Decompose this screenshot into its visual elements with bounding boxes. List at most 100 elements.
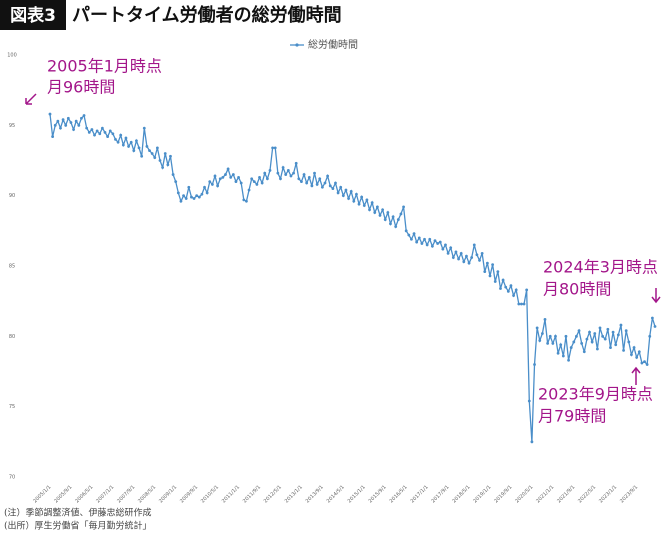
point <box>132 149 136 153</box>
point <box>362 204 366 207</box>
point <box>375 205 379 209</box>
point <box>216 184 220 188</box>
point <box>284 173 288 176</box>
point <box>499 287 502 290</box>
x-tick-label: 2022/5/1 <box>577 484 597 504</box>
point <box>166 163 170 167</box>
point <box>457 257 460 261</box>
point <box>559 343 563 347</box>
point <box>378 213 382 217</box>
point <box>326 174 330 178</box>
point <box>580 341 584 345</box>
point <box>509 284 513 288</box>
point <box>213 174 217 178</box>
point <box>561 354 565 358</box>
x-tick-label: 2021/9/1 <box>556 484 576 504</box>
point <box>124 136 128 140</box>
x-tick-label: 2019/1/1 <box>472 484 492 504</box>
x-tick-label: 2015/1/1 <box>347 484 367 504</box>
point <box>127 145 130 148</box>
point <box>630 353 633 357</box>
point <box>121 143 125 147</box>
x-tick-label: 2011/1/1 <box>221 484 241 504</box>
point <box>611 330 615 334</box>
point <box>465 254 468 258</box>
point <box>234 180 238 184</box>
point <box>145 145 149 148</box>
point <box>454 250 458 254</box>
point <box>48 112 52 116</box>
point <box>263 171 267 175</box>
point <box>174 180 178 184</box>
point <box>648 334 652 338</box>
x-tick-label: 2019/9/1 <box>493 484 513 504</box>
x-tick-label: 2013/9/1 <box>305 484 325 504</box>
point <box>148 149 151 153</box>
point <box>255 183 259 186</box>
annotation: 2005年1月時点 <box>47 57 162 76</box>
point <box>365 198 369 202</box>
point <box>412 232 416 236</box>
point <box>480 251 484 255</box>
point <box>103 130 107 134</box>
x-tick-label: 2018/5/1 <box>451 484 471 504</box>
point <box>352 199 356 203</box>
point <box>540 332 544 335</box>
point <box>420 242 424 245</box>
point <box>82 114 86 117</box>
point <box>276 171 280 175</box>
point <box>624 329 628 333</box>
point <box>279 177 282 181</box>
point <box>399 212 403 216</box>
point <box>226 167 230 171</box>
point <box>485 261 489 265</box>
x-tick-label: 2023/9/1 <box>619 484 639 504</box>
point <box>258 175 261 179</box>
point <box>525 288 529 292</box>
point <box>360 195 364 199</box>
y-tick-label: 80 <box>9 334 15 340</box>
point <box>546 341 550 345</box>
point <box>349 190 353 193</box>
point <box>483 270 487 274</box>
point <box>606 327 610 331</box>
point <box>548 334 552 338</box>
point <box>381 208 385 212</box>
point <box>153 156 157 160</box>
point <box>210 183 214 186</box>
point <box>318 177 322 181</box>
point <box>501 278 505 282</box>
point <box>590 340 594 344</box>
point <box>176 191 180 195</box>
point <box>575 334 578 338</box>
point <box>609 346 612 349</box>
point <box>95 129 99 133</box>
point <box>475 253 479 257</box>
point <box>307 175 311 179</box>
point <box>355 192 358 196</box>
point <box>344 188 348 192</box>
point <box>569 346 573 349</box>
point <box>577 329 581 333</box>
point <box>430 244 434 248</box>
point <box>433 239 437 243</box>
point <box>522 302 526 306</box>
point <box>80 116 83 120</box>
note: (注）季節調整済値、伊藤忠総研作成 <box>4 507 152 519</box>
point <box>129 140 133 144</box>
point <box>192 197 196 200</box>
point <box>320 185 324 189</box>
arrows <box>25 93 661 385</box>
point <box>59 126 62 130</box>
point <box>292 171 295 175</box>
point <box>650 316 654 320</box>
point <box>273 146 277 150</box>
point <box>582 350 586 354</box>
point <box>161 166 165 169</box>
point <box>407 233 411 237</box>
point <box>90 128 94 131</box>
point <box>622 349 625 352</box>
x-tick-label: 2015/9/1 <box>368 484 388 504</box>
x-tick-label: 2017/1/1 <box>409 484 429 504</box>
